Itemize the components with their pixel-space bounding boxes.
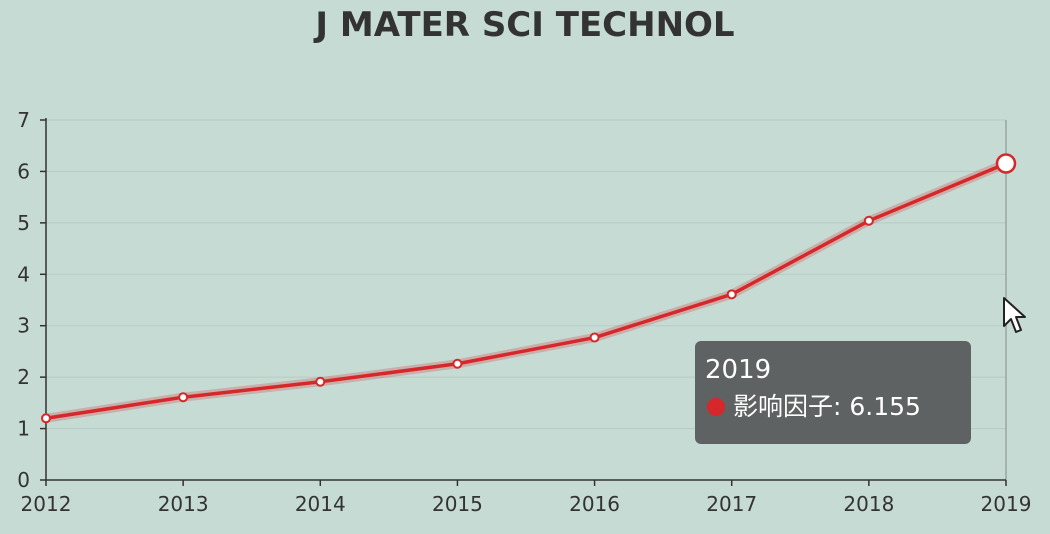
x-tick-label: 2018 <box>843 492 894 516</box>
data-point[interactable] <box>452 358 463 369</box>
tooltip: 2019 影响因子: 6.155 <box>695 341 971 444</box>
x-tick-label: 2019 <box>981 492 1032 516</box>
y-tick-label: 2 <box>17 365 30 389</box>
series-marker-icon <box>707 398 725 416</box>
y-tick-label: 6 <box>17 159 30 183</box>
gridlines <box>46 119 1007 480</box>
data-point[interactable] <box>995 153 1017 174</box>
y-tick-label: 7 <box>17 108 30 132</box>
x-tick-label: 2017 <box>706 492 757 516</box>
x-tick-label: 2016 <box>569 492 620 516</box>
y-tick-label: 4 <box>17 262 30 286</box>
x-tick-label: 2015 <box>432 492 483 516</box>
tooltip-row: 影响因子: 6.155 <box>705 387 961 427</box>
data-point[interactable] <box>41 413 51 424</box>
y-tick-label: 3 <box>17 314 30 338</box>
series-line <box>45 161 1007 421</box>
axes: 0 1 2 3 4 5 6 7 2012 2013 2014 2015 2016 2017 2018 2019 <box>17 108 1031 516</box>
data-point[interactable] <box>178 392 189 403</box>
x-tick-label: 2012 <box>21 492 72 516</box>
series-layer <box>45 159 1008 423</box>
mouse-pointer-icon <box>1003 297 1026 333</box>
data-point[interactable] <box>589 332 600 343</box>
tooltip-series-label: 影响因子 <box>733 392 834 421</box>
x-tick-label: 2014 <box>295 492 346 516</box>
tooltip-separator: : <box>833 392 850 421</box>
y-tick-label: 0 <box>17 468 30 492</box>
x-tick-label: 2013 <box>158 492 209 516</box>
chart-title: J MATER SCI TECHNOL <box>313 5 734 45</box>
tooltip-title: 2019 <box>705 355 772 385</box>
data-point[interactable] <box>726 289 737 300</box>
data-point[interactable] <box>863 215 874 226</box>
y-tick-label: 1 <box>17 417 30 441</box>
data-point[interactable] <box>315 376 326 387</box>
tooltip-value: 6.155 <box>849 392 921 421</box>
points-layer[interactable] <box>41 153 1017 424</box>
y-tick-label: 5 <box>17 211 30 235</box>
